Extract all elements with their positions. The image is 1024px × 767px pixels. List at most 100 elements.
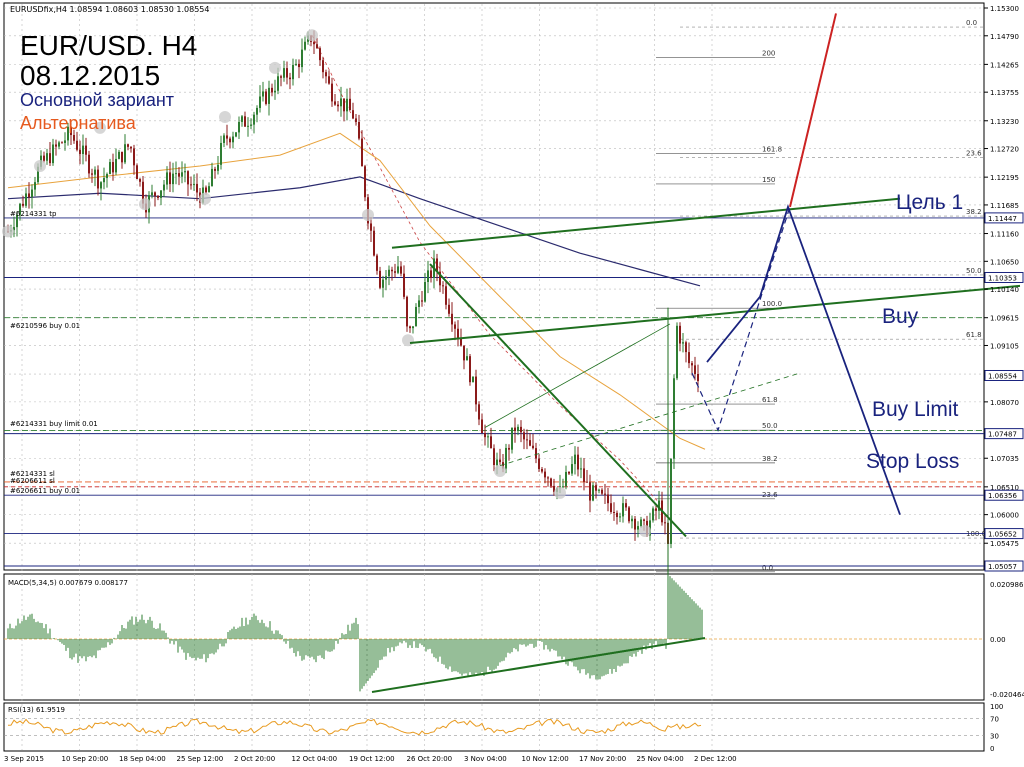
candle-body xyxy=(409,326,411,329)
channel-thin-lower xyxy=(499,372,801,466)
candle-body xyxy=(166,172,168,185)
candle-body xyxy=(172,173,174,185)
time-label: 3 Nov 04:00 xyxy=(464,755,507,763)
candle-body xyxy=(496,459,498,466)
candle-body xyxy=(238,121,240,133)
macd-pane[interactable] xyxy=(3,573,985,701)
candle-body xyxy=(277,76,279,91)
candle-body xyxy=(88,154,90,174)
candle-body xyxy=(76,140,78,150)
candle-body xyxy=(505,447,507,469)
rsi-tick: 30 xyxy=(990,732,999,740)
order-label-buy-limit: #6214331 buy limit 0.01 xyxy=(10,420,98,428)
candle-body xyxy=(157,195,159,198)
price-highlight-label: 1.06356 xyxy=(988,492,1017,500)
candle-body xyxy=(316,44,318,49)
candle-body xyxy=(208,186,210,193)
swing-marker xyxy=(139,198,151,211)
candle-body xyxy=(352,110,354,119)
candle-body xyxy=(628,507,630,522)
candle-body xyxy=(28,193,30,198)
alternative-label: Альтернатива xyxy=(20,113,137,133)
candle-body xyxy=(472,376,474,383)
downtrend-line xyxy=(429,263,687,538)
candle-body xyxy=(640,519,642,527)
candle-body xyxy=(328,76,330,84)
swing-marker xyxy=(199,192,211,205)
price-tick-label: 1.13230 xyxy=(990,118,1019,126)
candle-body xyxy=(151,192,153,196)
candle-body xyxy=(478,404,480,420)
candle-body xyxy=(529,440,531,446)
candle-body xyxy=(289,77,291,80)
candle-body xyxy=(619,516,621,518)
candle-body xyxy=(139,179,141,182)
candle-body xyxy=(13,227,15,231)
candle-body xyxy=(211,168,213,187)
time-label: 18 Sep 04:00 xyxy=(119,755,166,763)
order-label-buy1: #6210596 buy 0.01 xyxy=(10,322,80,330)
candle-body xyxy=(481,419,483,434)
candle-body xyxy=(400,266,402,274)
swing-marker xyxy=(306,29,318,42)
candle-body xyxy=(70,126,72,136)
candle-body xyxy=(388,269,390,277)
symbol-header: EURUSDfix,H4 1.08594 1.08603 1.08530 1.0… xyxy=(10,5,209,14)
time-label: 2 Oct 20:00 xyxy=(234,755,275,763)
candle-body xyxy=(634,518,636,530)
candle-body xyxy=(280,76,282,78)
rsi-pane[interactable] xyxy=(3,702,985,752)
candle-body xyxy=(526,439,528,441)
candle-body xyxy=(451,313,453,325)
time-label: 12 Oct 04:00 xyxy=(292,755,338,763)
grid-lines xyxy=(4,4,984,750)
candle-body xyxy=(673,378,675,459)
candle-body xyxy=(55,144,57,147)
candle-body xyxy=(361,138,363,167)
channel-lower-line xyxy=(409,284,1021,345)
candle-body xyxy=(37,166,39,183)
candle-body xyxy=(193,183,195,185)
swing-marker xyxy=(362,209,374,222)
order-label-sl1: #6214331 sl xyxy=(10,470,55,478)
candle-body xyxy=(214,168,216,171)
price-candles xyxy=(2,29,699,549)
candle-body xyxy=(295,63,297,65)
candle-body xyxy=(442,285,444,287)
candle-body xyxy=(19,203,21,215)
time-label: 2 Dec 12:00 xyxy=(694,755,737,763)
price-highlight-box xyxy=(984,271,1024,283)
candle-body xyxy=(142,181,144,204)
main-chart-pane[interactable] xyxy=(3,2,985,571)
price-highlight-box xyxy=(984,528,1024,540)
candle-body xyxy=(607,494,609,504)
swing-marker xyxy=(34,159,46,172)
candle-body xyxy=(376,255,378,271)
candle-body xyxy=(190,184,192,186)
candle-body xyxy=(109,162,111,175)
candle-body xyxy=(424,281,426,302)
time-label: 19 Oct 12:00 xyxy=(349,755,395,763)
price-tick-label: 1.10140 xyxy=(990,286,1019,294)
macd-label: MACD(5,34,5) 0.007679 0.008177 xyxy=(8,579,128,587)
price-tick-label: 1.14790 xyxy=(990,33,1019,41)
candle-body xyxy=(244,116,246,127)
alt-dashed-path xyxy=(691,206,791,432)
price-tick-label: 1.07035 xyxy=(990,455,1019,463)
candle-body xyxy=(187,171,189,185)
channel-upper-line xyxy=(391,197,901,249)
candle-body xyxy=(247,125,249,127)
candle-body xyxy=(595,485,597,491)
swing-marker xyxy=(2,225,14,238)
fib-left-label: 61.8 xyxy=(966,331,982,339)
candle-body xyxy=(115,158,117,173)
swing-marker xyxy=(402,334,414,347)
swing-marker xyxy=(494,465,506,478)
time-label: 10 Sep 20:00 xyxy=(62,755,109,763)
order-label-tp: #6214331 tp xyxy=(10,210,57,218)
price-axis: 1.15300 1.14790 1.14265 1.13755 1.13230 1.127… xyxy=(984,5,1024,753)
candle-body xyxy=(523,432,525,440)
candle-body xyxy=(349,98,351,111)
candle-body xyxy=(16,214,18,228)
